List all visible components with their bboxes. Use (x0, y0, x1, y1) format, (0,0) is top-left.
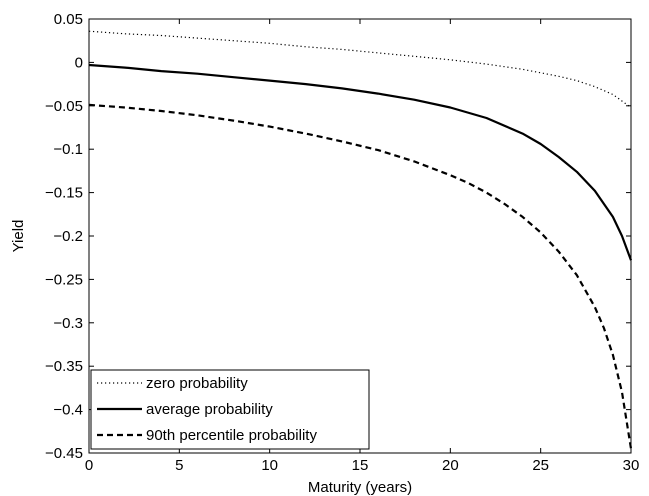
x-tick-label: 5 (175, 457, 183, 474)
y-axis-ticks: 0.05 0 −0.05 −0.1 −0.15 −0.2 −0.25 −0.3 −0.35 −0.… (45, 11, 631, 462)
y-tick-label: −0.35 (45, 358, 83, 375)
x-tick-label: 0 (85, 457, 93, 474)
x-tick-label: 30 (623, 457, 640, 474)
y-tick-label: −0.2 (53, 228, 83, 245)
legend-label-0: zero probability (146, 375, 248, 392)
y-tick-label: −0.25 (45, 271, 83, 288)
series-line-1 (88, 63, 633, 261)
legend-label-1: average probability (146, 401, 273, 418)
x-tick-label: 15 (352, 457, 369, 474)
y-tick-label: −0.45 (45, 445, 83, 462)
x-tick-label: 10 (261, 457, 278, 474)
y-tick-label: 0.05 (54, 11, 83, 28)
y-tick-label: 0 (75, 54, 83, 71)
y-tick-label: −0.1 (53, 141, 83, 158)
y-tick-label: −0.4 (53, 402, 83, 419)
series-line-0 (88, 30, 632, 108)
y-tick-label: −0.3 (53, 315, 83, 332)
legend-label-2: 90th percentile probability (146, 427, 317, 444)
y-axis-label: Yield (10, 220, 27, 253)
series-layer (88, 30, 633, 449)
series-line-2 (88, 103, 633, 449)
x-axis-label: Maturity (years) (308, 479, 412, 496)
x-tick-label: 20 (442, 457, 459, 474)
legend: zero probability average probability 90th … (90, 369, 370, 450)
x-tick-label: 25 (532, 457, 549, 474)
y-tick-label: −0.05 (45, 98, 83, 115)
y-tick-label: −0.15 (45, 185, 83, 202)
x-axis-ticks: 0 5 10 15 20 25 30 (85, 19, 640, 474)
